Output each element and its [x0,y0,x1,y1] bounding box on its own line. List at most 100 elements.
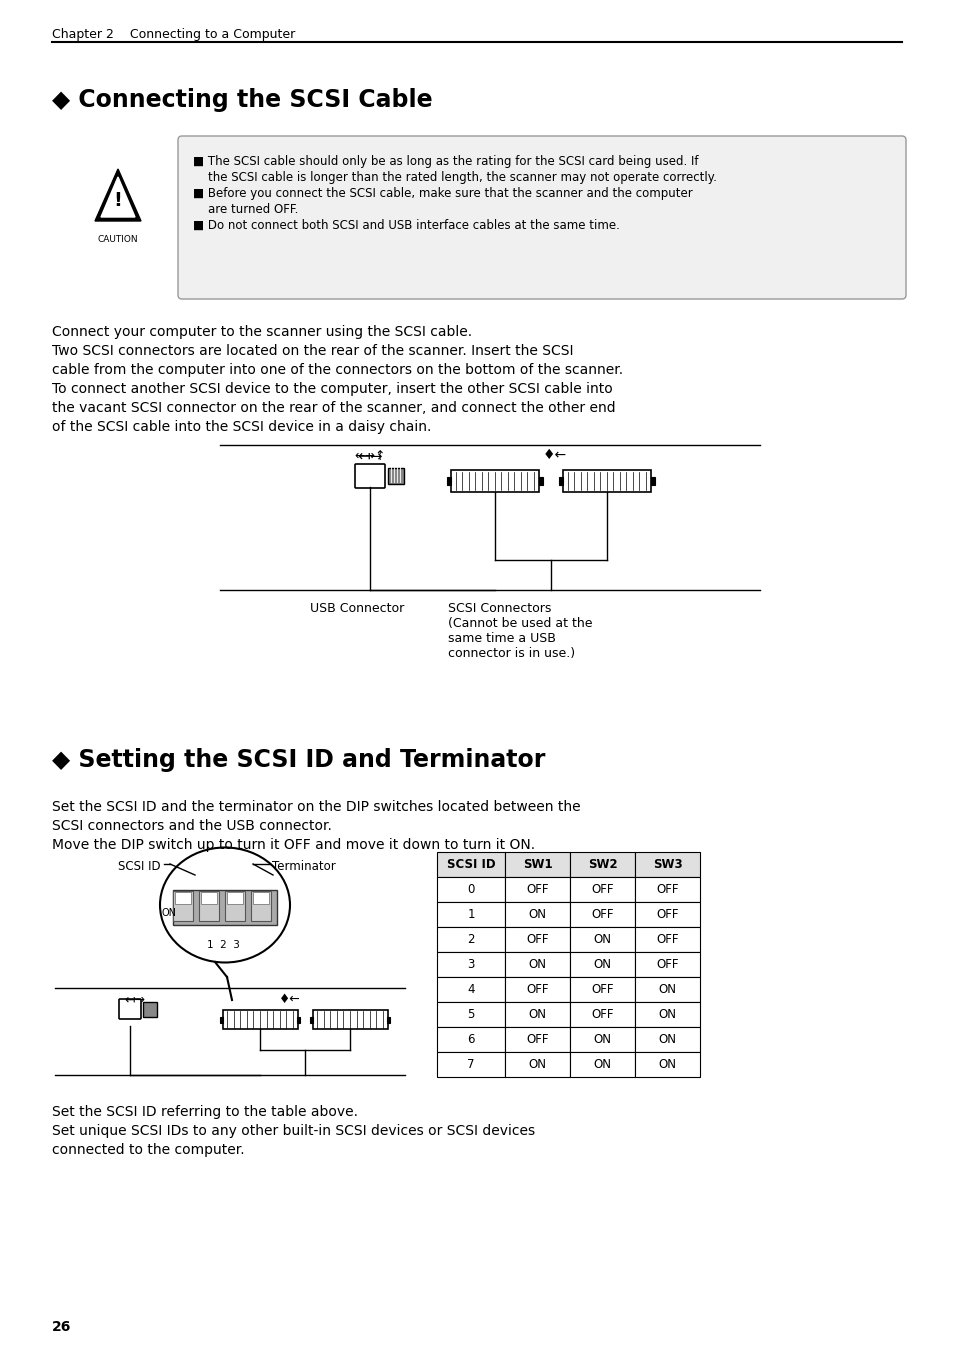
Text: the SCSI cable is longer than the rated length, the scanner may not operate corr: the SCSI cable is longer than the rated … [193,171,716,183]
Bar [504,1027,569,1051]
Text: ■ Before you connect the SCSI cable, make sure that the scanner and the computer: ■ Before you connect the SCSI cable, mak… [193,187,692,200]
Text: ON: ON [528,909,546,921]
Text: OFF: OFF [656,933,678,946]
Text: 7: 7 [467,1058,475,1072]
Text: Set the SCSI ID and the terminator on the DIP switches located between the: Set the SCSI ID and the terminator on th… [52,799,580,814]
Bar [436,852,504,878]
FancyBboxPatch shape [119,999,141,1019]
Text: To connect another SCSI device to the computer, insert the other SCSI cable into: To connect another SCSI device to the co… [52,381,612,396]
Bar [436,878,504,902]
Bar [251,891,271,921]
Bar [635,952,700,977]
Text: CAUTION: CAUTION [97,235,138,244]
Text: OFF: OFF [591,983,613,996]
Text: of the SCSI cable into the SCSI device in a daisy chain.: of the SCSI cable into the SCSI device i… [52,421,431,434]
Bar [635,902,700,927]
Text: ON: ON [528,1008,546,1020]
Bar [569,952,635,977]
Bar [451,470,538,492]
Bar [174,892,191,905]
Bar [504,902,569,927]
Text: Move the DIP switch up to turn it OFF and move it down to turn it ON.: Move the DIP switch up to turn it OFF an… [52,838,535,852]
Bar [436,1002,504,1027]
Text: ◆ Setting the SCSI ID and Terminator: ◆ Setting the SCSI ID and Terminator [52,748,545,772]
Bar [504,977,569,1002]
Text: OFF: OFF [526,1033,548,1046]
Bar [388,468,403,484]
Bar [635,852,700,878]
Bar [569,927,635,952]
Text: the vacant SCSI connector on the rear of the scanner, and connect the other end: the vacant SCSI connector on the rear of… [52,400,615,415]
Text: OFF: OFF [656,909,678,921]
Bar [569,878,635,902]
Text: Set the SCSI ID referring to the table above.: Set the SCSI ID referring to the table a… [52,1105,357,1119]
Text: Terminator: Terminator [272,860,335,874]
Bar [143,1002,157,1016]
Text: ON: ON [658,1008,676,1020]
Polygon shape [95,168,141,221]
Text: SW3: SW3 [652,857,681,871]
Bar [253,892,269,905]
Text: ♦←: ♦← [279,993,300,1006]
Bar [562,470,650,492]
Text: 0: 0 [467,883,475,896]
Text: Two SCSI connectors are located on the rear of the scanner. Insert the SCSI: Two SCSI connectors are located on the r… [52,344,573,359]
Bar [635,1051,700,1077]
Bar [538,477,542,485]
Text: ↤→: ↤→ [125,993,146,1006]
Text: SCSI connectors and the USB connector.: SCSI connectors and the USB connector. [52,820,332,833]
Bar [227,892,243,905]
Text: ■ The SCSI cable should only be as long as the rating for the SCSI card being us: ■ The SCSI cable should only be as long … [193,155,698,168]
Polygon shape [101,177,135,217]
Bar [504,1002,569,1027]
Bar [504,852,569,878]
Bar [569,977,635,1002]
Bar [635,1027,700,1051]
Text: Chapter 2    Connecting to a Computer: Chapter 2 Connecting to a Computer [52,28,294,40]
FancyBboxPatch shape [178,136,905,299]
Bar [635,878,700,902]
Text: OFF: OFF [526,983,548,996]
Text: USB Connector: USB Connector [310,603,404,615]
Bar [569,1051,635,1077]
Text: 3: 3 [467,958,475,971]
Text: OFF: OFF [656,883,678,896]
Text: !: ! [113,190,122,209]
Text: SW1: SW1 [522,857,552,871]
Text: 6: 6 [467,1033,475,1046]
Text: 1  2  3: 1 2 3 [207,940,239,950]
Bar [569,852,635,878]
Bar [436,902,504,927]
Bar [201,892,216,905]
Bar [504,1051,569,1077]
Bar [436,1051,504,1077]
Bar [223,1010,297,1029]
Bar [172,891,193,921]
Bar [199,891,219,921]
Text: ON: ON [162,909,177,918]
Text: OFF: OFF [526,933,548,946]
Text: 2: 2 [467,933,475,946]
Bar [569,1027,635,1051]
Text: OFF: OFF [591,883,613,896]
Bar [220,1016,223,1023]
Bar [225,891,245,921]
FancyBboxPatch shape [355,464,385,488]
Bar [650,477,655,485]
Text: 26: 26 [52,1320,71,1335]
Text: connected to the computer.: connected to the computer. [52,1143,244,1157]
Text: ON: ON [658,983,676,996]
Text: ON: ON [528,1058,546,1072]
Bar [504,952,569,977]
Bar [172,890,276,925]
Text: Connect your computer to the scanner using the SCSI cable.: Connect your computer to the scanner usi… [52,325,472,338]
Bar [635,927,700,952]
Bar [436,1027,504,1051]
Text: OFF: OFF [656,958,678,971]
Ellipse shape [160,848,290,962]
Text: ♦←: ♦← [542,448,566,462]
Text: ON: ON [658,1058,676,1072]
Bar [635,977,700,1002]
Text: ON: ON [593,1058,611,1072]
Bar [296,1016,299,1023]
